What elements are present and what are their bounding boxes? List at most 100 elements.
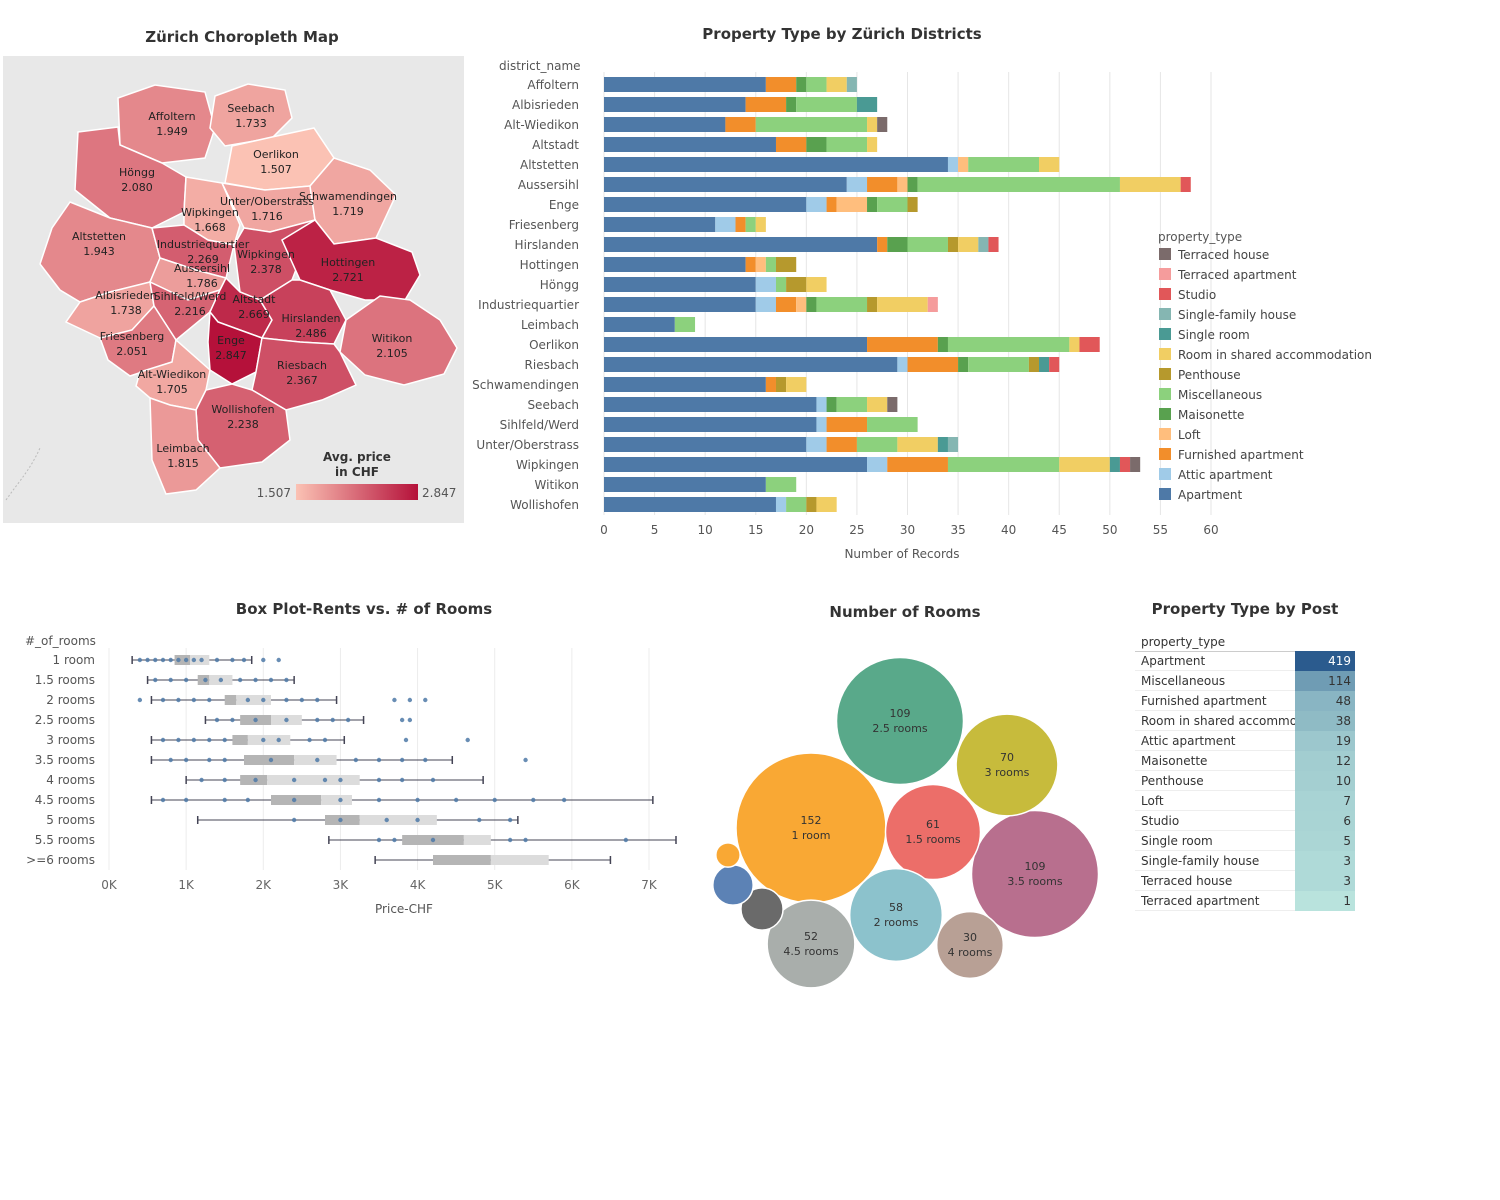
bar-segment[interactable] [1119,457,1131,472]
bar-segment[interactable] [867,117,878,132]
bar-segment[interactable] [604,77,766,92]
bar-segment[interactable] [806,497,817,512]
box-lower-half[interactable] [433,855,491,865]
box-point[interactable] [183,757,189,763]
bar-segment[interactable] [604,277,756,292]
bar-segment[interactable] [755,257,766,272]
bar-segment[interactable] [775,297,797,312]
bubble[interactable] [955,713,1059,817]
bubble[interactable] [884,783,982,881]
bar-segment[interactable] [604,497,776,512]
bubble[interactable] [740,887,784,931]
bar-segment[interactable] [604,397,817,412]
bar-segment[interactable] [604,457,868,472]
bar-segment[interactable] [816,417,827,432]
box-point[interactable] [245,797,251,803]
box-point[interactable] [507,837,513,843]
box-point[interactable] [376,797,382,803]
bar-segment[interactable] [604,237,878,252]
legend-swatch[interactable] [1159,268,1171,280]
box-point[interactable] [153,657,158,663]
bar-segment[interactable] [1028,357,1040,372]
bar-segment[interactable] [725,117,756,132]
box-point[interactable] [430,837,436,843]
legend-swatch[interactable] [1159,288,1171,300]
bar-segment[interactable] [978,237,989,252]
box-point[interactable] [291,817,297,823]
box-point[interactable] [160,737,166,743]
box-point[interactable] [392,837,397,843]
bar-segment[interactable] [604,137,776,152]
bar-segment[interactable] [775,377,787,392]
table-row[interactable]: Apartment 419 [1135,651,1355,671]
bar-segment[interactable] [1069,337,1080,352]
box-point[interactable] [176,737,181,743]
bar-segment[interactable] [775,257,797,272]
bar-segment[interactable] [1130,457,1141,472]
bar-segment[interactable] [947,437,959,452]
box-point[interactable] [315,757,320,763]
box-point[interactable] [241,657,247,663]
bar-segment[interactable] [958,157,969,172]
box-point[interactable] [183,657,189,663]
map-district-leimbach[interactable] [149,396,222,495]
bar-segment[interactable] [877,197,908,212]
legend-label[interactable]: Furnished apartment [1178,448,1304,462]
box-point[interactable] [338,817,343,823]
bar-segment[interactable] [755,277,776,292]
legend-label[interactable]: Room in shared accommodation [1178,348,1372,362]
bar-segment[interactable] [907,357,959,372]
bar-segment[interactable] [604,317,675,332]
box-point[interactable] [160,657,166,663]
bar-segment[interactable] [826,417,868,432]
legend-swatch[interactable] [1159,408,1171,420]
table-row[interactable]: Loft 7 [1135,791,1355,811]
box-point[interactable] [207,757,212,763]
bar-segment[interactable] [887,397,898,412]
legend-swatch[interactable] [1159,448,1171,460]
box-point[interactable] [477,817,482,823]
box-point[interactable] [284,717,289,723]
box-point[interactable] [222,737,227,743]
box-lower-half[interactable] [232,735,248,745]
bar-segment[interactable] [947,237,959,252]
bar-segment[interactable] [755,117,868,132]
box-point[interactable] [207,737,212,743]
box-point[interactable] [145,657,150,663]
bar-segment[interactable] [604,357,898,372]
box-point[interactable] [284,677,289,683]
bar-segment[interactable] [806,277,827,292]
box-point[interactable] [315,697,320,703]
box-upper-half[interactable] [321,795,352,805]
bar-segment[interactable] [806,77,827,92]
box-point[interactable] [230,717,235,723]
box-point[interactable] [415,797,420,803]
box-point[interactable] [376,777,382,783]
legend-label[interactable]: Maisonette [1178,408,1244,422]
legend-label[interactable]: Studio [1178,288,1216,302]
box-point[interactable] [423,697,428,703]
bar-segment[interactable] [806,197,827,212]
legend-swatch[interactable] [1159,248,1171,260]
box-point[interactable] [276,737,281,743]
box-point[interactable] [222,757,227,763]
box-point[interactable] [191,657,197,663]
bar-segment[interactable] [604,197,807,212]
bar-segment[interactable] [887,457,948,472]
box-point[interactable] [338,777,343,783]
box-point[interactable] [176,697,181,703]
bar-segment[interactable] [867,457,888,472]
bar-segment[interactable] [745,257,756,272]
bar-segment[interactable] [846,177,868,192]
box-point[interactable] [399,717,405,723]
bar-segment[interactable] [735,217,746,232]
legend-swatch[interactable] [1159,368,1171,380]
legend-label[interactable]: Single room [1178,328,1250,342]
bar-segment[interactable] [604,477,766,492]
legend-swatch[interactable] [1159,488,1171,500]
box-lower-half[interactable] [224,695,237,705]
bar-segment[interactable] [604,437,807,452]
legend-label[interactable]: Terraced apartment [1177,268,1297,282]
bar-segment[interactable] [796,297,807,312]
bar-segment[interactable] [765,77,797,92]
